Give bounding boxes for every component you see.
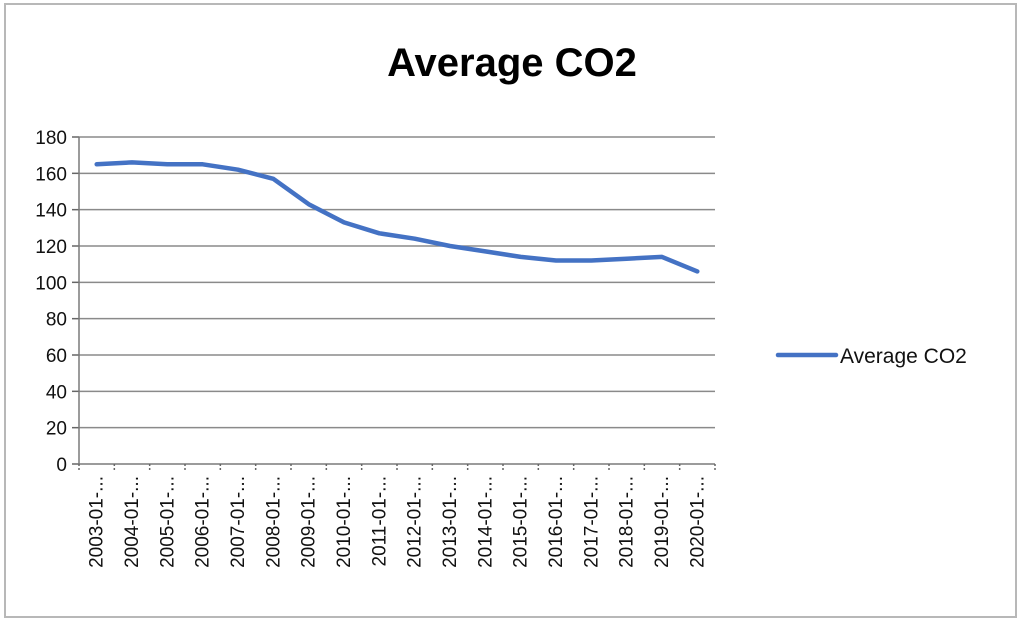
x-tick-label: 2003-01-...: [87, 476, 108, 568]
chart-title: Average CO2: [387, 41, 637, 85]
x-tick-label: 2008-01-...: [263, 476, 284, 568]
y-tick-label: 120: [35, 237, 67, 258]
x-tick-label: 2013-01-...: [440, 476, 461, 568]
y-tick-label: 160: [35, 164, 67, 185]
x-tick-label: 2020-01-...: [687, 476, 708, 568]
x-axis: 2003-01-... 2004-01-... 2005-01-... 2006-01…: [78, 463, 716, 568]
y-tick-label: 180: [35, 128, 67, 149]
y-tick-label: 60: [46, 346, 67, 367]
y-tick-label: 20: [46, 419, 67, 440]
x-tick-label: 2014-01-...: [475, 476, 496, 568]
x-tick-label: 2006-01-...: [193, 476, 214, 568]
x-tick-label: 2007-01-...: [228, 476, 249, 568]
x-tick-label: 2015-01-...: [511, 476, 532, 568]
gridlines: [79, 136, 715, 429]
y-axis: 0 20 40 60 80 100 120 140 160 180: [35, 128, 80, 476]
x-tick-label: 2017-01-...: [581, 476, 602, 568]
x-tick-label: 2011-01-...: [369, 476, 390, 566]
legend: Average CO2: [775, 345, 967, 368]
x-tick-label: 2016-01-...: [546, 476, 567, 568]
chart-frame: [4, 3, 1017, 618]
y-tick-label: 80: [46, 310, 67, 331]
x-tick-label: 2010-01-...: [334, 476, 355, 568]
x-tick-label: 2012-01-...: [405, 476, 426, 568]
x-tick-label: 2004-01-...: [122, 476, 143, 568]
x-tick-label: 2005-01-...: [157, 476, 178, 568]
x-tick-label: 2018-01-...: [617, 476, 638, 568]
series-line: [94, 160, 700, 274]
series-group: [94, 160, 700, 274]
y-tick-label: 0: [56, 455, 67, 476]
y-tick-label: 140: [35, 201, 67, 222]
x-tick-label: 2009-01-...: [299, 476, 320, 568]
y-tick-label: 100: [35, 273, 67, 294]
legend-label: Average CO2: [840, 345, 967, 368]
y-tick-label: 40: [46, 382, 67, 403]
x-tick-label: 2019-01-...: [652, 476, 673, 568]
